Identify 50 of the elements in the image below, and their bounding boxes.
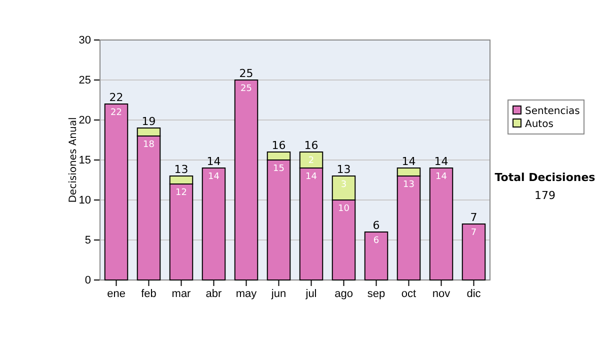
text: Total Decisiones (494, 171, 596, 184)
total-label: 25 (239, 67, 254, 80)
total-label: 14 (402, 155, 416, 168)
data-label: 2 (308, 156, 314, 166)
data-label: 7 (470, 228, 477, 238)
total-label: 13 (174, 163, 188, 176)
x-tick-label: feb (141, 288, 156, 300)
x-tick-label: sep (367, 288, 386, 300)
data-label: 25 (240, 84, 252, 94)
x-tick-label: ene (107, 288, 126, 300)
y-tick-label: 25 (78, 74, 91, 87)
total-label: 6 (372, 219, 380, 232)
x-tick-label: jun (270, 288, 286, 300)
x-tick-label: dic (466, 288, 482, 300)
y-tick-label: 10 (78, 194, 91, 207)
total-label: 16 (272, 139, 286, 152)
data-label: 6 (373, 236, 380, 246)
x-tick-label: oct (401, 288, 416, 300)
total-label: 14 (434, 155, 448, 168)
y-tick-label: 15 (78, 154, 91, 167)
data-label: 13 (403, 180, 414, 190)
data-label: 14 (208, 172, 220, 182)
data-label: 10 (338, 204, 350, 214)
y-tick-label: 30 (78, 34, 91, 47)
total-label: 7 (470, 211, 478, 224)
legend-label: Autos (525, 119, 554, 130)
total-label: 13 (336, 163, 351, 176)
x-tick-label: may (236, 288, 258, 300)
data-label: 12 (176, 188, 187, 198)
data-label: 14 (436, 172, 448, 182)
x-tick-label: jul (304, 288, 317, 300)
y-axis-title: Decisiones Anual (68, 117, 79, 203)
y-tick-label: 0 (84, 274, 91, 287)
y-tick-label: 5 (84, 234, 91, 247)
legend-label: Sentencias (525, 106, 580, 117)
data-label: 3 (340, 180, 347, 190)
data-label: 14 (306, 172, 318, 182)
y-tick-label: 20 (78, 114, 91, 127)
data-label: 18 (143, 140, 155, 150)
total-label: 16 (304, 139, 318, 152)
data-label: 15 (273, 164, 284, 174)
text: 179 (534, 189, 556, 202)
total-label: 19 (142, 115, 156, 128)
x-tick-label: mar (172, 288, 192, 300)
total-label: 14 (206, 155, 221, 168)
total-label: 22 (109, 91, 124, 104)
x-tick-label: abr (206, 288, 222, 300)
x-tick-label: nov (432, 288, 451, 300)
x-tick-label: ago (334, 288, 353, 300)
data-label: 22 (110, 108, 122, 118)
